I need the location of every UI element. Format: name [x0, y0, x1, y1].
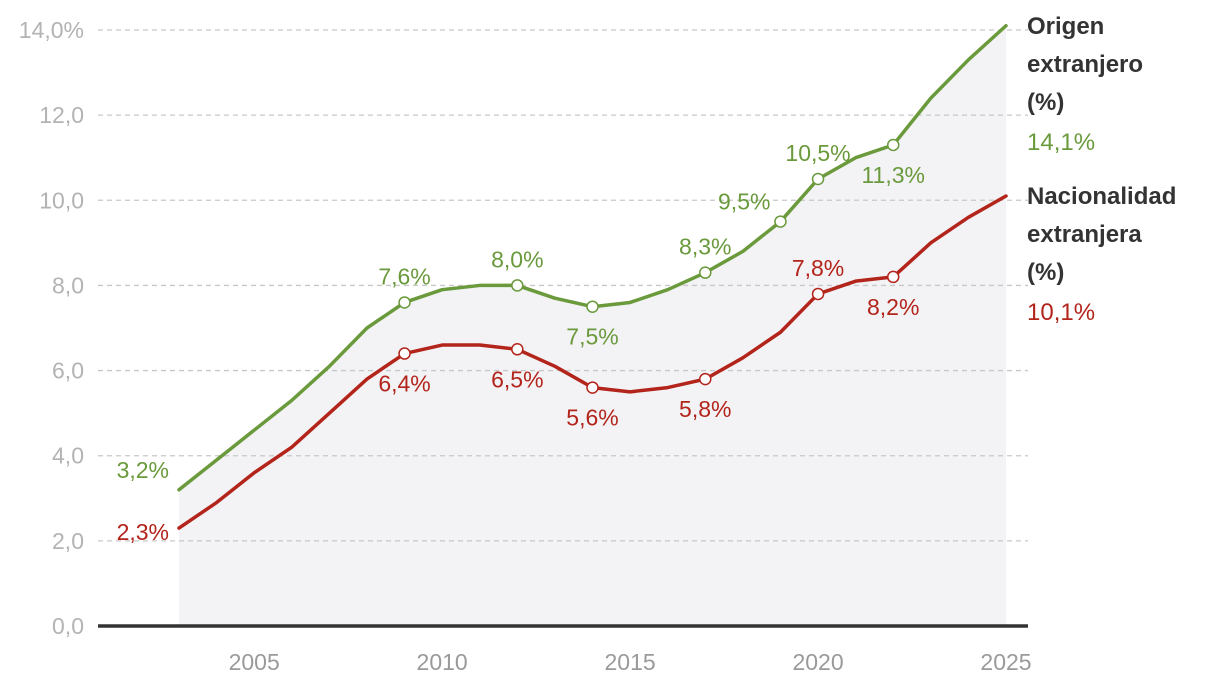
y-tick-label: 14,0% — [19, 17, 84, 43]
data-point-marker — [699, 266, 712, 279]
data-point-marker — [586, 300, 599, 313]
data-point-marker — [774, 215, 787, 228]
x-tick-label: 2025 — [980, 649, 1031, 675]
data-label: 3,2% — [117, 457, 169, 483]
legend-title: extranjero — [1027, 51, 1143, 78]
legend-title: Nacionalidad — [1027, 183, 1176, 210]
data-label: 7,6% — [378, 263, 430, 289]
data-label: 8,2% — [867, 294, 919, 320]
data-point-marker — [886, 270, 900, 284]
y-tick-label: 0,0 — [52, 613, 84, 639]
legend-title: (%) — [1027, 259, 1064, 286]
data-labels: 3,2% 7,6% 8,0% 7,5% 8,3% 9,5% 10,5% 11,3% 2,3% 6,… — [117, 140, 925, 545]
y-axis-ticks: 0,0 2,0 4,0 6,0 8,0 10,0 12,0 14,0% — [19, 17, 84, 639]
data-point-marker — [699, 372, 712, 386]
y-tick-label: 6,0 — [52, 358, 84, 384]
x-tick-label: 2015 — [605, 649, 656, 675]
data-label: 6,4% — [378, 371, 430, 397]
data-label: 7,8% — [792, 255, 844, 281]
data-label: 7,5% — [566, 324, 618, 350]
y-tick-label: 8,0 — [52, 272, 84, 298]
data-point-marker — [511, 279, 524, 292]
data-point-marker — [511, 343, 524, 356]
legend-title: extranjera — [1027, 221, 1142, 248]
legend-title: (%) — [1027, 89, 1064, 116]
data-label: 8,3% — [679, 234, 731, 260]
data-label: 11,3% — [861, 162, 925, 188]
data-label: 6,5% — [491, 366, 543, 392]
plot-area-shade — [179, 25, 1006, 626]
data-label: 10,5% — [785, 140, 850, 166]
x-tick-label: 2005 — [229, 649, 280, 675]
legend-value: 10,1% — [1027, 299, 1095, 326]
y-tick-label: 4,0 — [52, 443, 84, 469]
data-point-marker — [586, 381, 599, 394]
legend-value: 14,1% — [1027, 129, 1095, 156]
data-point-marker — [811, 172, 825, 186]
series-markers — [398, 138, 900, 394]
data-label: 5,6% — [566, 405, 618, 431]
data-point-marker — [398, 347, 411, 360]
x-tick-label: 2020 — [792, 649, 843, 675]
y-tick-label: 12,0 — [39, 102, 84, 128]
data-point-marker — [398, 296, 411, 309]
gridlines — [98, 29, 1028, 542]
x-tick-label: 2010 — [417, 649, 468, 675]
legend-title: Origen — [1027, 13, 1104, 40]
data-point-marker — [886, 138, 900, 152]
data-point-marker — [811, 287, 825, 301]
legend: Origen extranjero (%) 14,1% Nacionalidad extr… — [1027, 13, 1176, 326]
data-label: 9,5% — [718, 189, 770, 215]
x-axis-ticks: 2005 2010 2015 2020 2025 — [229, 649, 1032, 675]
data-label: 2,3% — [117, 519, 169, 545]
data-label: 8,0% — [491, 246, 543, 272]
y-tick-label: 2,0 — [52, 528, 84, 554]
data-label: 5,8% — [679, 396, 731, 422]
y-tick-label: 10,0 — [39, 187, 84, 213]
